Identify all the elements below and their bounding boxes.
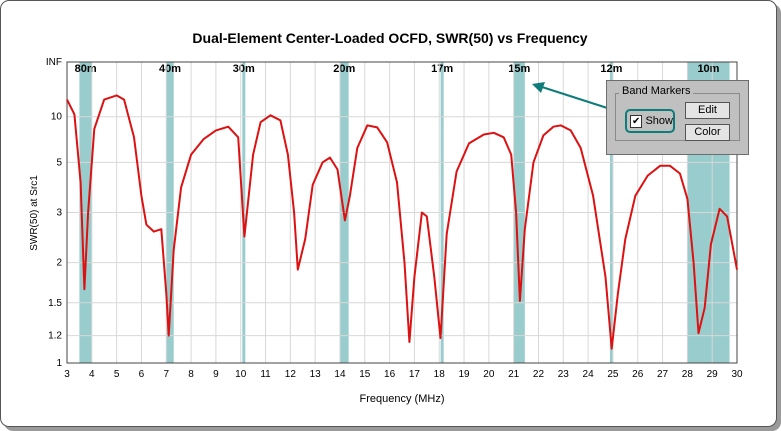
x-tick-label: 3 bbox=[64, 369, 70, 380]
band-label-40m: 40m bbox=[159, 63, 181, 75]
y-tick-label: 1 bbox=[56, 358, 62, 369]
x-tick-label: 23 bbox=[558, 369, 570, 380]
plot-area-border bbox=[66, 61, 738, 364]
x-tick-label: 30 bbox=[731, 369, 743, 380]
swr-series-line bbox=[66, 94, 738, 350]
band-label-17m: 17m bbox=[431, 63, 453, 75]
color-button[interactable]: Color bbox=[685, 124, 730, 141]
x-tick-label: 9 bbox=[213, 369, 219, 380]
y-tick-label: 1.2 bbox=[48, 331, 62, 342]
x-tick-label: 14 bbox=[334, 369, 346, 380]
edit-button[interactable]: Edit bbox=[685, 102, 730, 119]
callout-arrow-head bbox=[532, 82, 545, 93]
x-tick-label: 18 bbox=[434, 369, 446, 380]
band-label-20m: 20m bbox=[333, 63, 355, 75]
y-axis-label: SWR(50) at Src1 bbox=[29, 175, 40, 251]
show-checkbox[interactable]: ✔ bbox=[630, 114, 643, 128]
x-tick-label: 26 bbox=[632, 369, 644, 380]
x-tick-label: 20 bbox=[483, 369, 495, 380]
band-label-80m: 80m bbox=[75, 63, 97, 75]
x-tick-label: 4 bbox=[89, 369, 95, 380]
x-tick-label: 24 bbox=[583, 369, 595, 380]
x-tick-label: 12 bbox=[285, 369, 297, 380]
x-tick-label: 7 bbox=[163, 369, 169, 380]
show-label: Show bbox=[645, 115, 673, 127]
x-tick-label: 6 bbox=[139, 369, 145, 380]
x-tick-label: 21 bbox=[508, 369, 520, 380]
x-tick-label: 29 bbox=[707, 369, 719, 380]
band-label-30m: 30m bbox=[233, 63, 255, 75]
x-tick-label: 27 bbox=[657, 369, 669, 380]
y-tick-label: 3 bbox=[56, 208, 62, 219]
band-label-10m: 10m bbox=[697, 63, 719, 75]
band-markers-title: Band Markers bbox=[619, 85, 694, 97]
y-tick-label: INF bbox=[46, 57, 62, 68]
x-tick-label: 13 bbox=[310, 369, 322, 380]
y-tick-label: 2 bbox=[56, 258, 62, 269]
x-tick-label: 16 bbox=[384, 369, 396, 380]
x-tick-label: 11 bbox=[260, 369, 271, 380]
x-tick-label: 19 bbox=[458, 369, 470, 380]
chart-title: Dual-Element Center-Loaded OCFD, SWR(50)… bbox=[192, 30, 587, 46]
x-tick-label: 15 bbox=[359, 369, 371, 380]
x-tick-label: 8 bbox=[188, 369, 194, 380]
x-tick-label: 10 bbox=[235, 369, 247, 380]
band-markers-panel: Band Markers ✔ Show Edit Color bbox=[606, 80, 749, 155]
y-tick-label: 5 bbox=[56, 157, 62, 168]
x-axis-label: Frequency (MHz) bbox=[360, 393, 445, 405]
x-tick-label: 28 bbox=[682, 369, 694, 380]
x-tick-label: 17 bbox=[409, 369, 421, 380]
y-tick-label: 1.5 bbox=[48, 298, 62, 309]
band-label-15m: 15m bbox=[508, 63, 530, 75]
x-tick-label: 22 bbox=[533, 369, 545, 380]
band-label-12m: 12m bbox=[600, 63, 622, 75]
x-tick-label: 25 bbox=[607, 369, 619, 380]
x-tick-label: 5 bbox=[114, 369, 120, 380]
y-tick-label: 10 bbox=[51, 112, 63, 123]
show-checkbox-control[interactable]: ✔ Show bbox=[625, 109, 675, 133]
